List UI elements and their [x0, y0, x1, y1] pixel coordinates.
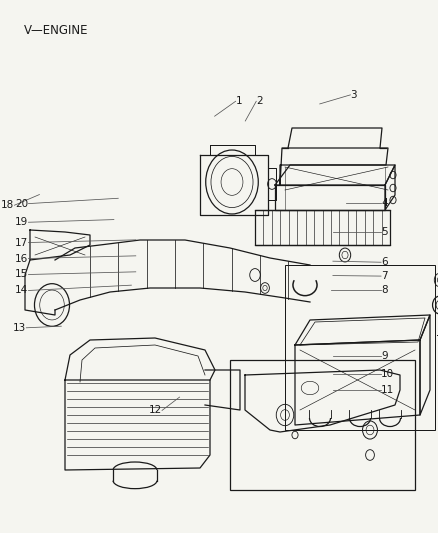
Text: 15: 15 — [15, 270, 28, 279]
Text: 1: 1 — [236, 96, 242, 106]
Text: 14: 14 — [15, 286, 28, 295]
Text: 7: 7 — [381, 271, 388, 281]
Text: 13: 13 — [13, 323, 26, 333]
Text: 3: 3 — [350, 90, 357, 100]
Text: 4: 4 — [381, 198, 388, 207]
Text: 6: 6 — [381, 257, 388, 267]
Text: 10: 10 — [381, 369, 394, 379]
Text: 11: 11 — [381, 385, 394, 395]
Text: 9: 9 — [381, 351, 388, 361]
Text: 5: 5 — [381, 227, 388, 237]
Text: 8: 8 — [381, 286, 388, 295]
Text: 20: 20 — [15, 199, 28, 208]
Text: 12: 12 — [149, 406, 162, 415]
Bar — [285, 265, 435, 430]
Bar — [230, 360, 415, 490]
Text: 2: 2 — [256, 96, 263, 106]
Text: 19: 19 — [15, 217, 28, 227]
Bar — [255, 210, 390, 245]
Text: V—ENGINE: V—ENGINE — [24, 24, 88, 37]
Text: 18: 18 — [1, 200, 14, 210]
Text: 16: 16 — [15, 254, 28, 263]
Text: 17: 17 — [15, 238, 28, 247]
